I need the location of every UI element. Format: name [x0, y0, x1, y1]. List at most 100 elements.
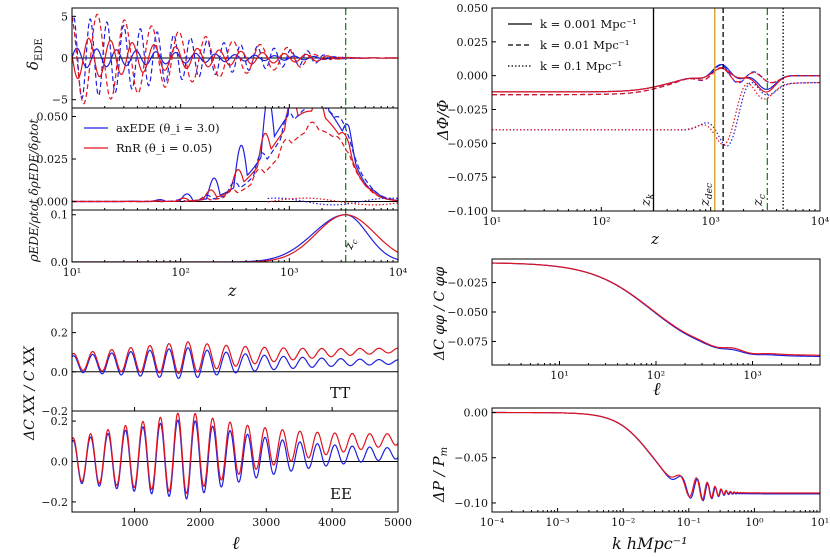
phiphi-axede [492, 262, 820, 358]
ee-x-tick-label: 1000 [121, 516, 149, 529]
ee-annotation: EE [330, 485, 352, 503]
legend-k: k = 0.001 Mpc⁻¹ k = 0.01 Mpc⁻¹ k = 0.1 M… [508, 17, 637, 73]
fede-y-tick-label: 0.0 [51, 256, 69, 269]
panel-pk: 0.00 −0.05 −0.10 10⁻⁴ 10⁻³ 10⁻² 10⁻¹ 10⁰ 10¹ k h… [430, 407, 829, 553]
delta-y-tick-label: 5 [61, 10, 68, 23]
pk-x-tick-label: 10⁰ [745, 516, 764, 529]
ee-y-tick-label: 0.0 [51, 456, 69, 469]
panel-delta-ede: 5 0 −5 δEDE [24, 7, 399, 109]
panel-cl-tt: 0.2 0.0 −0.2 TT [41, 312, 399, 418]
phiphi-x-tick-label: 10³ [743, 369, 761, 382]
dphi-rnr-k001 [492, 67, 820, 93]
k-xlabel: k hMpc⁻¹ [612, 534, 688, 553]
zc-annotation: zc [341, 236, 360, 252]
panel-cl-phiphi: −0.025 −0.050 −0.075 10¹ 10² 10³ ℓ ΔC φφ / C … [432, 258, 821, 400]
pk-x-tick-label: 10⁻⁴ [480, 516, 505, 529]
ell-xlabel-right: ℓ [653, 379, 661, 400]
phiphi-x-tick-label: 10¹ [550, 369, 568, 382]
legend-axede-label: axEDE (θ_i = 3.0) [116, 121, 220, 135]
panel-pk-frame [491, 407, 821, 513]
cl-ylabel: ΔC XX / C XX [22, 345, 38, 441]
legend-k001-label: k = 0.001 Mpc⁻¹ [540, 17, 637, 31]
dphi-axede-k1 [492, 81, 820, 147]
phiphi-y-tick-label: −0.025 [447, 277, 488, 290]
dphi-y-tick-label: −0.075 [447, 171, 488, 184]
rho-rnr-solid [72, 108, 398, 203]
legend-rnr-label: RnR (θ_i = 0.05) [116, 141, 212, 155]
dphi-rnr-k01 [492, 67, 820, 96]
rho-y-tick-label: 0.050 [37, 111, 69, 124]
phi-ylabel: ΔC φφ / C φφ [432, 267, 448, 361]
pk-y-tick-label: −0.05 [454, 452, 488, 465]
dphi-x-tick-label: 10¹ [483, 215, 501, 228]
fede-x-tick-label: 10² [171, 266, 189, 279]
ell-xlabel-left: ℓ [232, 533, 240, 554]
tt-y-tick-label: 0.2 [51, 327, 69, 340]
rho-rnr-dotted [267, 197, 398, 206]
panel-cl-phiphi-frame [491, 258, 821, 366]
dphi-x-tick-label: 10⁴ [811, 215, 830, 228]
phiphi-x-tick-label: 10² [647, 369, 665, 382]
delta-y-tick-label: −5 [52, 94, 68, 107]
zdec-annotation: zdec [698, 183, 715, 207]
tt-y-tick-label: 0.0 [51, 366, 69, 379]
delta-y-tick-label: 0 [61, 52, 68, 65]
dphi-x-tick-label: 10² [592, 215, 610, 228]
rho-y-tick-label: 0.025 [37, 153, 69, 166]
phiphi-y-tick-label: −0.075 [447, 335, 488, 348]
delta-ede-ylabel: δEDE [24, 38, 45, 70]
fede-axede [72, 214, 398, 262]
legend-k01-label: k = 0.01 Mpc⁻¹ [540, 38, 629, 52]
rho-y-tick-label: 0.000 [37, 196, 69, 209]
pk-y-tick-label: 0.00 [464, 407, 489, 420]
tt-annotation: TT [330, 384, 350, 402]
fede-y-tick-label: 0.1 [51, 209, 69, 222]
ee-axede [72, 419, 398, 500]
fede-rnr [72, 214, 398, 262]
legend-rho: axEDE (θ_i = 3.0) RnR (θ_i = 0.05) [84, 121, 220, 155]
phiphi-rnr [492, 262, 820, 356]
zc-annotation-right: zc [751, 194, 768, 207]
fede-x-tick-label: 10⁴ [389, 266, 408, 279]
delta-series-2 [72, 13, 398, 105]
ee-x-tick-label: 3000 [252, 516, 280, 529]
dphi-ylabel: ΔΦ/Φ [434, 100, 452, 141]
dphi-y-tick-label: 0.025 [457, 36, 489, 49]
pk-axede [492, 411, 820, 502]
pk-x-tick-label: 10⁻³ [545, 516, 569, 529]
tt-axede [72, 347, 398, 380]
legend-k1-label: k = 0.1 Mpc⁻¹ [540, 59, 622, 73]
pk-x-tick-label: 10¹ [811, 516, 829, 529]
dphi-rnr-k1 [492, 81, 820, 146]
ee-y-tick-label: 0.2 [51, 415, 69, 428]
rho-rnr-dashed [72, 121, 398, 203]
panel-f-ede-frame [71, 209, 399, 263]
pk-rnr [492, 411, 820, 501]
rho-ylabel: ρEDE/ρtot δρEDE/δρtot [27, 119, 42, 263]
ee-rnr [72, 412, 398, 495]
phiphi-y-tick-label: −0.050 [447, 306, 488, 319]
dphi-y-tick-label: 0.050 [457, 2, 489, 15]
dphi-y-tick-label: 0.000 [457, 70, 489, 83]
pk-y-tick-label: −0.10 [454, 497, 488, 510]
delta-series-3 [72, 37, 398, 80]
rho-axede-dashed [72, 108, 398, 203]
pk-x-tick-label: 10⁻² [611, 516, 635, 529]
dphi-x-tick-label: 10³ [701, 215, 719, 228]
fede-x-tick-label: 10¹ [63, 266, 81, 279]
ee-y-tick-label: −0.2 [41, 496, 68, 509]
panel-dphi: 0.0500.0250.000−0.025−0.050−0.075−0.1001… [434, 2, 830, 248]
ee-x-tick-label: 2000 [186, 516, 214, 529]
tt-rnr [72, 341, 398, 375]
dphi-y-tick-label: −0.050 [447, 137, 488, 150]
z-xlabel-left: z [227, 281, 237, 300]
zk-annotation: zk [639, 194, 656, 207]
fede-x-tick-label: 10³ [280, 266, 298, 279]
ee-x-tick-label: 5000 [384, 516, 412, 529]
dphi-y-tick-label: −0.100 [447, 205, 488, 218]
tt-y-tick-label: −0.2 [41, 405, 68, 418]
dphi-y-tick-label: −0.025 [447, 104, 488, 117]
pm-ylabel: ΔP / Pm [430, 447, 450, 503]
panel-rho-ratio: 0.050 0.025 0.000 axEDE (θ_i = 3.0) RnR (θ… [37, 107, 399, 211]
